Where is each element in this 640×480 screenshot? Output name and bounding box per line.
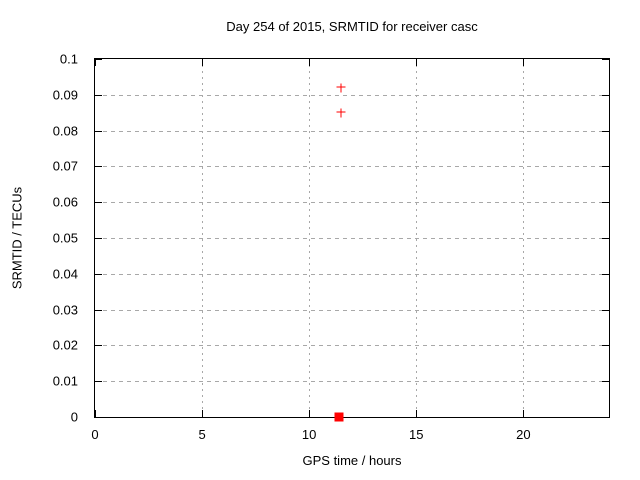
y-gridline [95, 94, 609, 96]
y-tick-mark [602, 59, 609, 60]
y-gridline [95, 202, 609, 204]
y-tick-mark [95, 94, 102, 96]
x-tick-mark [523, 410, 525, 417]
y-tick-mark [95, 130, 102, 132]
y-tick-mark [95, 59, 102, 60]
y-gridline [95, 130, 609, 132]
y-gridline [95, 381, 609, 383]
x-tick-mark [309, 410, 311, 417]
x-gridline [202, 59, 204, 417]
x-tick-mark [95, 59, 96, 66]
y-tick-label: 0.03 [52, 302, 78, 318]
x-tick-mark [416, 410, 418, 417]
x-tick-label: 0 [91, 427, 99, 442]
y-tick-mark [95, 238, 102, 239]
y-tick-mark [602, 309, 609, 311]
y-tick-label: 0.08 [52, 123, 78, 139]
data-point-plus [336, 83, 346, 93]
data-point-filled-square [334, 412, 344, 422]
x-tick-mark [202, 410, 204, 417]
y-tick-mark [602, 130, 609, 132]
x-axis-title: GPS time / hours [302, 453, 402, 468]
y-tick-label: 0.09 [52, 87, 78, 103]
x-gridline [523, 59, 525, 417]
x-tick-label: 10 [301, 427, 317, 442]
x-tick-mark [95, 410, 96, 417]
y-tick-label: 0.06 [52, 194, 78, 210]
plot-area: 0 5 10 15 20 0 0.01 0.02 0.03 0.04 0.05 0.06 0.07 0.0… [53, 52, 610, 442]
y-tick-mark [602, 94, 609, 96]
chart-title: Day 254 of 2015, SRMTID for receiver cas… [226, 19, 478, 34]
y-tick-mark [602, 202, 609, 204]
y-axis-title: SRMTID / TECUs [9, 186, 25, 290]
y-gridline [95, 238, 609, 239]
x-gridline [416, 59, 418, 417]
data-point-plus [336, 108, 346, 118]
x-tick-label: 5 [198, 427, 206, 442]
y-tick-label: 0.07 [52, 158, 78, 174]
y-tick-label: 0 [70, 409, 78, 425]
y-tick-mark [95, 417, 102, 418]
y-tick-mark [602, 345, 609, 347]
y-tick-mark [95, 309, 102, 311]
y-tick-mark [602, 273, 609, 275]
x-tick-label: 15 [409, 427, 424, 442]
y-tick-mark [602, 417, 609, 418]
y-gridline [95, 166, 609, 168]
y-gridline [95, 345, 609, 347]
y-tick-mark [602, 381, 609, 383]
x-tick-mark [416, 59, 418, 66]
y-tick-label: 0.05 [52, 230, 78, 246]
y-tick-label: 0.04 [52, 266, 78, 282]
y-tick-mark [95, 202, 102, 204]
y-tick-mark [95, 345, 102, 347]
x-tick-mark [309, 59, 311, 66]
x-gridline [309, 59, 311, 417]
x-tick-mark [202, 59, 204, 66]
y-tick-mark [602, 238, 609, 239]
y-tick-mark [602, 166, 609, 168]
y-tick-mark [95, 381, 102, 383]
x-tick-label: 20 [516, 427, 531, 442]
y-tick-label: 0.02 [52, 337, 78, 353]
y-tick-mark [95, 273, 102, 275]
y-gridline [95, 273, 609, 275]
y-tick-label: 0.01 [52, 373, 78, 389]
x-tick-mark [523, 59, 525, 66]
y-gridline [95, 309, 609, 311]
y-tick-mark [95, 166, 102, 168]
y-tick-label: 0.1 [59, 51, 78, 67]
